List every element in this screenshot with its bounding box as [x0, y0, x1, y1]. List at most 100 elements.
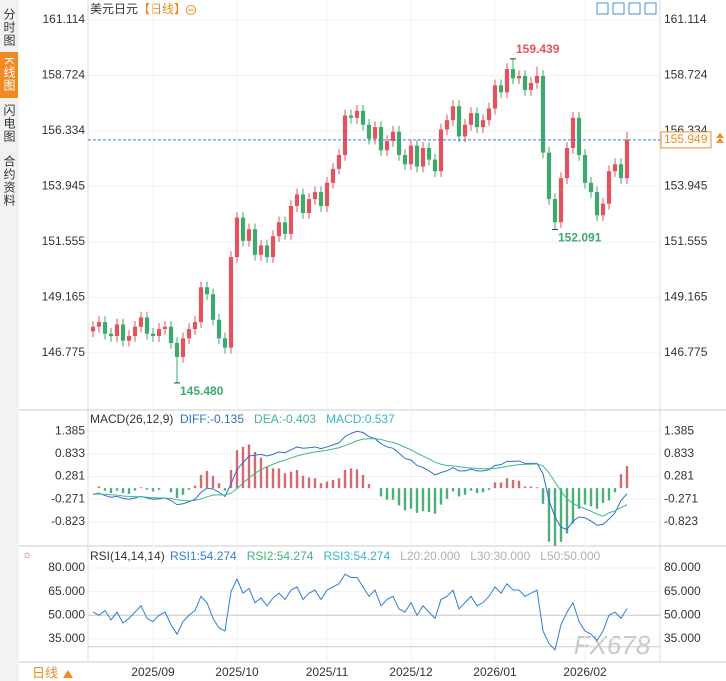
candle-body [342, 115, 348, 155]
candle-body [534, 76, 540, 83]
macd-bar [391, 488, 395, 500]
y-tick-label: 35.000 [664, 631, 701, 645]
y-tick-label: 80.000 [664, 560, 701, 574]
candle-body [498, 85, 504, 93]
y-tick-label: 50.000 [664, 607, 701, 621]
candle-body [168, 326, 174, 343]
y-tick-label: 153.945 [42, 179, 86, 193]
y-tick-label: 1.385 [664, 423, 694, 437]
candle-body [270, 236, 276, 258]
macd-bar [451, 488, 455, 492]
y-tick-label: 50.000 [48, 607, 85, 621]
candle-body [594, 192, 600, 216]
candle-body [366, 124, 372, 139]
candle-body [132, 326, 138, 337]
candle-body [480, 120, 486, 128]
legend-entry: DEA:-0.403 [254, 412, 316, 426]
candle-body [558, 178, 564, 223]
toolbar [596, 2, 657, 15]
tool-icon[interactable] [644, 2, 657, 15]
macd-bar [583, 488, 587, 505]
macd-bar [361, 474, 365, 489]
macd-bar [193, 485, 197, 489]
candle-body [474, 113, 480, 128]
icon[interactable] [186, 5, 196, 15]
y-tick-label: -0.271 [51, 491, 85, 505]
macd-bar [469, 488, 473, 491]
macd-bar [595, 488, 599, 509]
period-arrow[interactable] [63, 670, 73, 678]
candle-body [150, 333, 156, 337]
y-tick-label: 158.724 [664, 68, 708, 82]
candle-body [306, 199, 312, 213]
tool-icon[interactable] [612, 2, 625, 15]
tab[interactable]: 分时图 [0, 4, 18, 50]
macd-bar [403, 488, 407, 511]
macd-bar [175, 488, 179, 499]
candle-body [90, 326, 96, 332]
macd-bar [529, 486, 533, 489]
macd-bar [241, 446, 245, 489]
annotation-label: 145.480 [180, 384, 224, 398]
candle-body [522, 76, 528, 90]
macd-bar [385, 488, 389, 500]
candle-body [138, 317, 144, 327]
macd-bar [283, 473, 287, 489]
macd-bar [127, 488, 131, 494]
candle-body [618, 164, 624, 179]
candle-body [102, 322, 108, 334]
x-tick-label: 2026/01 [473, 665, 517, 679]
macd-bar [415, 488, 419, 513]
x-tick-label: 2026/02 [563, 665, 607, 679]
macd-bar [97, 486, 101, 489]
candle-body [432, 159, 438, 172]
macd-bar [481, 488, 485, 493]
macd-bar [379, 488, 383, 497]
candle-body [390, 131, 396, 142]
candle-body [174, 342, 180, 357]
macd-bar [607, 488, 611, 501]
candle-body [576, 117, 582, 155]
macd-bar [523, 486, 527, 489]
macd-bar [271, 468, 275, 489]
last-price-tag [660, 131, 712, 149]
tool-icon[interactable] [596, 2, 609, 15]
macd-bar [355, 469, 359, 489]
macd-bar [211, 475, 215, 489]
period-button[interactable]: 日线 [32, 665, 58, 680]
candle-body [252, 229, 258, 255]
candle-body [570, 117, 576, 148]
macd-bar [145, 488, 149, 490]
candle-body [492, 85, 498, 109]
plot-area [90, 58, 630, 383]
macd-bar [259, 457, 263, 489]
macd-bar [427, 488, 431, 513]
icon[interactable]: ☼ [22, 549, 32, 561]
candle-body [162, 326, 168, 330]
candle-body [354, 110, 360, 118]
candle-body [126, 336, 132, 341]
candle-body [318, 192, 324, 207]
candle-body [444, 120, 450, 130]
tool-icon[interactable] [628, 2, 641, 15]
candle-body [288, 206, 294, 234]
tab[interactable]: K线图 [0, 52, 18, 98]
tab[interactable]: 闪电图 [0, 100, 18, 146]
macd-bar [625, 466, 629, 489]
candle-body [96, 322, 102, 327]
rsi-line [92, 573, 628, 651]
panel-title: RSI(14,14,14) [90, 549, 165, 563]
macd-bar [601, 488, 605, 503]
y-tick-label: 146.775 [664, 345, 708, 359]
candle-body [222, 338, 228, 348]
candle-body [462, 124, 468, 137]
macd-bar [307, 477, 311, 489]
tab[interactable]: 合约资料 [0, 150, 18, 212]
macd-bar [217, 483, 221, 489]
macd-bar [535, 487, 539, 489]
chart-subtitle[interactable]: 【日线】 [138, 2, 186, 16]
candle-body [192, 322, 198, 330]
macd-bar [157, 488, 161, 490]
macd-bar [331, 479, 335, 489]
